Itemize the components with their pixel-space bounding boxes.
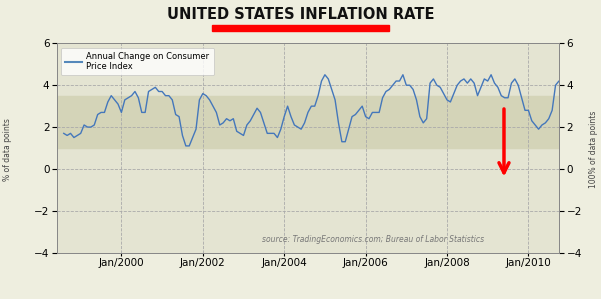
Text: source: TradingEconomics.com; Bureau of Labor Statistics: source: TradingEconomics.com; Bureau of …: [261, 235, 484, 244]
Legend: Annual Change on Consumer
Price Index: Annual Change on Consumer Price Index: [61, 48, 213, 75]
Bar: [57, 96, 559, 148]
Text: % of data points: % of data points: [3, 118, 11, 181]
Text: UNITED STATES INFLATION RATE: UNITED STATES INFLATION RATE: [166, 7, 435, 22]
Text: 100% of data points: 100% of data points: [590, 111, 598, 188]
